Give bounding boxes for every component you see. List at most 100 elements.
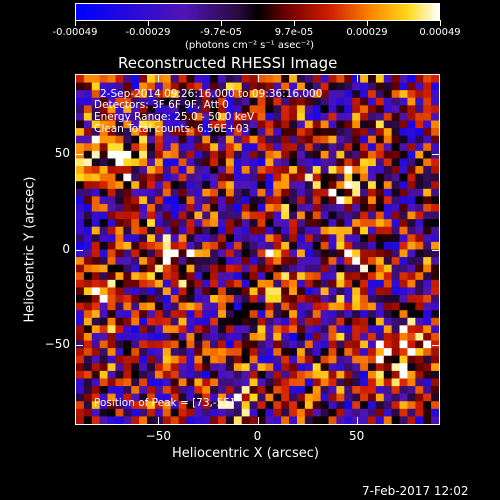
heatmap-cell [76, 295, 85, 304]
heatmap-cell [344, 196, 353, 205]
heatmap-cell [336, 295, 345, 304]
heatmap-cell [375, 386, 385, 395]
heatmap-cell [162, 287, 172, 296]
heatmap-cell [76, 166, 85, 175]
heatmap-cell [312, 370, 322, 380]
heatmap-cell [107, 120, 117, 129]
heatmap-cell [407, 120, 416, 129]
heatmap-cell [225, 196, 235, 205]
y-tick-label: 0 [62, 241, 70, 256]
heatmap-cell [399, 112, 409, 122]
heatmap-cell [99, 355, 109, 364]
heatmap-cell [296, 355, 306, 364]
heatmap-cell [344, 203, 353, 213]
heatmap-cell [273, 143, 282, 152]
heatmap-cell [289, 332, 298, 342]
heatmap-cell [210, 264, 219, 273]
heatmap-cell [383, 355, 393, 364]
heatmap-cell [273, 386, 282, 395]
x-tick-label: −50 [145, 429, 171, 443]
heatmap-cell [99, 393, 109, 402]
heatmap-cell [249, 378, 259, 387]
heatmap-cell [320, 135, 330, 144]
heatmap-cell [257, 173, 266, 182]
heatmap-cell [194, 143, 203, 152]
heatmap-cell [383, 112, 393, 122]
heatmap-cell [225, 181, 235, 190]
heatmap-cell [202, 181, 211, 190]
heatmap-cell [162, 363, 172, 372]
heatmap-cell [241, 97, 251, 106]
heatmap-cell [296, 173, 306, 182]
heatmap-cell [257, 378, 266, 387]
heatmap-cell [76, 82, 85, 91]
x-tick-label: 50 [349, 429, 365, 443]
heatmap-cell [289, 143, 298, 152]
heatmap-cell [273, 181, 282, 190]
heatmap-cell [257, 181, 266, 190]
heatmap-cell [344, 150, 353, 160]
heatmap-cell [91, 166, 101, 175]
heatmap-cell [360, 211, 369, 220]
heatmap-cell [162, 75, 172, 84]
heatmap-cell [99, 211, 109, 220]
heatmap-cell [249, 234, 259, 243]
heatmap-cell [289, 75, 298, 84]
heatmap-cell [99, 332, 109, 342]
heatmap-cell [147, 120, 156, 129]
heatmap-cell [194, 348, 203, 357]
heatmap-cell [383, 203, 393, 213]
heatmap-cell [241, 279, 251, 289]
heatmap-cell [423, 310, 432, 319]
heatmap-cell [233, 257, 243, 266]
heatmap-cell [210, 120, 219, 129]
heatmap-cell [147, 128, 156, 137]
heatmap-cell [383, 158, 393, 167]
heatmap-cell [123, 188, 132, 197]
heatmap-cell [312, 241, 322, 251]
heatmap-cell [186, 75, 195, 84]
heatmap-cell [170, 234, 180, 243]
heatmap-cell [170, 317, 180, 326]
heatmap-cell [344, 173, 353, 182]
heatmap-cell [170, 105, 180, 114]
heatmap-cell [194, 264, 203, 273]
heatmap-cell [383, 272, 393, 281]
heatmap-cell [249, 257, 259, 266]
heatmap-cell [257, 219, 266, 228]
heatmap-cell [312, 158, 322, 167]
heatmap-cell [131, 378, 140, 387]
heatmap-cell [115, 97, 124, 106]
heatmap-cell [391, 355, 401, 364]
heatmap-cell [131, 105, 140, 114]
heatmap-cell [123, 386, 132, 395]
heatmap-cell [210, 90, 219, 99]
heatmap-cell [296, 196, 306, 205]
heatmap-cell [99, 128, 109, 137]
heatmap-cell [399, 363, 409, 372]
heatmap-cell [154, 393, 164, 402]
heatmap-cell [367, 150, 377, 160]
heatmap-cell [336, 393, 345, 402]
heatmap-cell [139, 257, 148, 266]
heatmap-cell [186, 219, 195, 228]
heatmap-cell [360, 386, 369, 395]
heatmap-cell [194, 370, 203, 380]
heatmap-cell [162, 97, 172, 106]
heatmap-cell [139, 226, 148, 235]
heatmap-cell [415, 332, 424, 342]
heatmap-cell [312, 363, 322, 372]
heatmap-cell [431, 279, 439, 289]
heatmap-cell [431, 302, 439, 311]
heatmap-cell [265, 105, 274, 114]
heatmap-cell [304, 363, 314, 372]
heatmap-cell [328, 135, 338, 144]
heatmap-cell [399, 211, 409, 220]
heatmap-cell [328, 90, 338, 99]
heatmap-cell [76, 287, 85, 296]
heatmap-cell [367, 348, 377, 357]
heatmap-cell [399, 173, 409, 182]
heatmap-cell [344, 264, 353, 273]
heatmap-cell [249, 363, 259, 372]
heatmap-cell [383, 295, 393, 304]
